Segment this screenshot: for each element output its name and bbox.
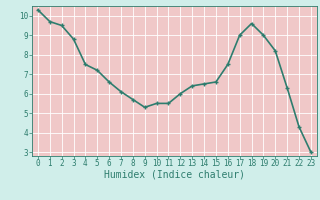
- X-axis label: Humidex (Indice chaleur): Humidex (Indice chaleur): [104, 170, 245, 180]
